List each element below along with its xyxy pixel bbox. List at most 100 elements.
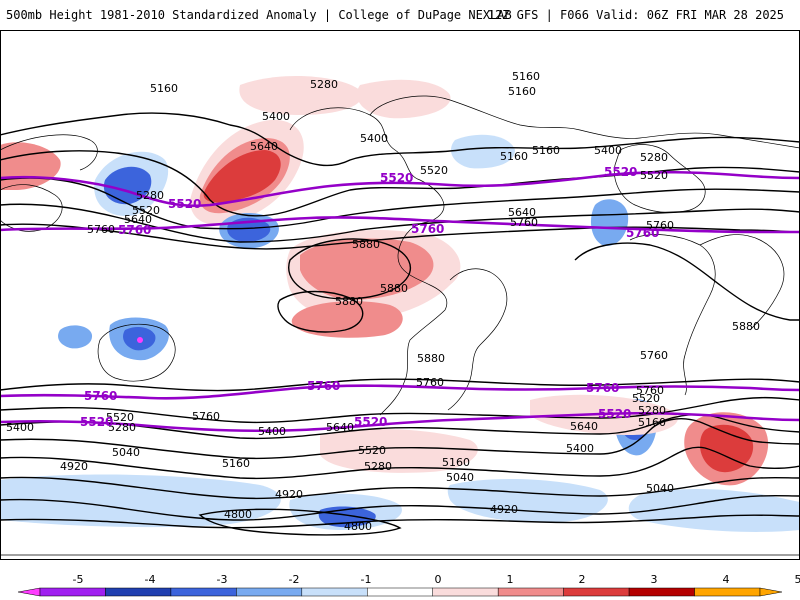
coastlines <box>0 95 800 556</box>
contour-label: 5160 <box>442 456 470 469</box>
contour-label: 5640 <box>124 213 152 226</box>
contour-label-key: 5520 <box>354 415 387 429</box>
colorbar-tick-label: -3 <box>217 573 228 586</box>
colorbar: -5 -4 -3 -2 -1 0 1 2 3 4 5 <box>17 573 800 597</box>
contour-label: 5880 <box>732 320 760 333</box>
contour-label-key: 5520 <box>604 165 637 179</box>
contour-line-5520-south <box>0 411 800 433</box>
contour-label: 5280 <box>310 78 338 91</box>
contour-label-key: 5520 <box>80 415 113 429</box>
contour-label-key: 5760 <box>586 381 619 395</box>
contour-label: 5400 <box>258 425 286 438</box>
contour-label-key: 5760 <box>84 389 117 403</box>
contour-label: 5760 <box>87 223 115 236</box>
contour-line-5760-south <box>0 384 800 400</box>
contour-label: 5160 <box>150 82 178 95</box>
contour-label-key: 5760 <box>118 223 151 237</box>
contour-line <box>0 396 800 424</box>
anomaly-map: 5160 5280 5160 5160 5400 5640 5400 5520 … <box>0 30 800 560</box>
coastline <box>699 234 785 331</box>
colorbar-swatch <box>236 587 303 597</box>
contour-line <box>0 418 800 460</box>
contour-label: 5160 <box>222 457 250 470</box>
anomaly-region <box>590 199 629 246</box>
map-title: 500mb Height 1981-2010 Standardized Anom… <box>6 8 512 22</box>
contour-line <box>0 476 800 500</box>
contour-label: 5040 <box>112 446 140 459</box>
model-run-info: 12Z GFS | F066 Valid: 06Z FRI MAR 28 202… <box>487 8 784 22</box>
contour-label: 5400 <box>594 144 622 157</box>
colorbar-tick-label: 2 <box>579 573 586 586</box>
anomaly-region <box>291 301 403 338</box>
contour-label: 5640 <box>326 421 354 434</box>
colorbar-tick-label: 5 <box>795 573 800 586</box>
contour-line-5520-north <box>0 170 800 208</box>
contour-label: 5040 <box>446 471 474 484</box>
contour-label-key: 5760 <box>411 222 444 236</box>
contour-label: 5400 <box>566 442 594 455</box>
coastline <box>614 144 706 213</box>
contour-line <box>198 508 402 536</box>
contour-label: 4800 <box>344 520 372 533</box>
contour-label-key: 5760 <box>307 379 340 393</box>
contour-line <box>574 242 800 321</box>
contour-label: 5520 <box>632 392 660 405</box>
contour-line <box>0 112 800 167</box>
contour-label: 5880 <box>335 295 363 308</box>
contour-label-key: 5760 <box>626 226 659 240</box>
contour-line <box>277 290 364 333</box>
contour-label: 5640 <box>570 420 598 433</box>
contour-label: 5520 <box>420 164 448 177</box>
contour-label: 5760 <box>646 219 674 232</box>
contour-line <box>0 150 800 217</box>
anomaly-region <box>58 325 93 349</box>
coastline <box>97 323 176 382</box>
colorbar-swatch <box>105 587 172 597</box>
contour-label: 5160 <box>532 144 560 157</box>
contour-line <box>0 177 800 230</box>
contour-line <box>0 203 800 243</box>
colorbar-swatch <box>628 587 695 597</box>
contour-line-5760-north <box>0 216 800 234</box>
contour-label: 4800 <box>224 508 252 521</box>
contour-labels: 5160 5280 5160 5160 5400 5640 5400 5520 … <box>6 70 760 533</box>
height-contours <box>0 112 800 536</box>
contour-label: 5520 <box>106 411 134 424</box>
colorbar-tick-label: -5 <box>73 573 84 586</box>
colorbar-tick-label: 3 <box>651 573 658 586</box>
colorbar-swatch <box>301 587 368 597</box>
contour-line <box>288 238 412 300</box>
contour-label-key: 5520 <box>380 171 413 185</box>
anomaly-region <box>450 134 515 169</box>
anomaly-region <box>239 75 362 115</box>
coastline <box>369 95 800 149</box>
colorbar-swatch <box>694 587 761 597</box>
contour-label: 5280 <box>364 460 392 473</box>
colorbar-tick-label: 4 <box>723 573 730 586</box>
contour-label: 5160 <box>638 416 666 429</box>
contour-line <box>0 378 800 392</box>
contour-label: 5760 <box>636 384 664 397</box>
contour-label: 5280 <box>640 151 668 164</box>
contour-label: 5160 <box>508 85 536 98</box>
coastline <box>629 234 716 396</box>
contour-label: 5160 <box>500 150 528 163</box>
colorbar-swatch <box>170 587 237 597</box>
colorbar-swatch <box>39 587 106 597</box>
contour-label: 5400 <box>6 421 34 434</box>
contour-label: 5760 <box>510 216 538 229</box>
anomaly-region <box>0 474 281 528</box>
contour-line <box>0 223 800 250</box>
coastline <box>0 134 98 171</box>
colorbar-tick-label: 0 <box>435 573 442 586</box>
anomaly-region <box>203 150 281 203</box>
contour-label: 5760 <box>416 376 444 389</box>
contour-label: 5880 <box>352 238 380 251</box>
contour-label: 5520 <box>640 169 668 182</box>
contour-label: 5400 <box>360 132 388 145</box>
contour-label: 5760 <box>640 349 668 362</box>
key-contours <box>0 170 800 433</box>
contour-label: 4920 <box>490 503 518 516</box>
contour-label: 5880 <box>380 282 408 295</box>
colorbar-swatch <box>497 587 564 597</box>
